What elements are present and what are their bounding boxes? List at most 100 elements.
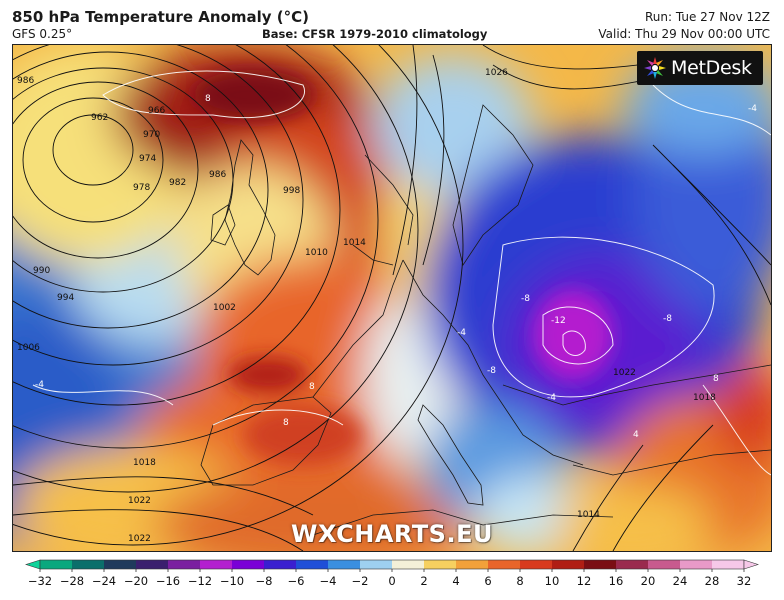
colorbar-segment: [40, 560, 73, 569]
colorbar-tick-label: 24: [673, 574, 688, 588]
chart-title: 850 hPa Temperature Anomaly (°C): [12, 8, 309, 26]
colorbar-segment: [520, 560, 553, 569]
colorbar-segment: [392, 560, 425, 569]
anomaly-label: 4: [633, 430, 639, 440]
isobar-label: 1018: [693, 393, 716, 403]
isobar-label: 994: [57, 293, 74, 303]
colorbar-segment: [264, 560, 297, 569]
isobar-label: 990: [33, 266, 50, 276]
anomaly-contours: [32, 70, 771, 476]
anomaly-label: -8: [521, 294, 530, 304]
isobar-label: 1022: [128, 496, 151, 506]
colorbar-segment: [488, 560, 521, 569]
colorbar-tick-label: −24: [92, 574, 116, 588]
colorbar-segment: [136, 560, 169, 569]
isobar-label: 962: [91, 113, 108, 123]
colorbar-tick-label: 6: [484, 574, 491, 588]
anomaly-cores: [193, 70, 613, 465]
anomaly-label: 8: [713, 374, 719, 384]
coastlines: [200, 104, 771, 536]
run-time-label: Run: Tue 27 Nov 12Z: [645, 10, 770, 24]
anomaly-labels: 8 -4 -4 8 8 -8 -12 -8 -8 -4 -4 8 4: [35, 94, 757, 440]
isobar-label: 998: [283, 186, 300, 196]
colorbar-tick-label: 12: [577, 574, 592, 588]
colorbar-legend: −32 −28 −24 −20 −16 −12 −10 −8 −6 −4 −2 0 2 4 6 8 10 12 16…: [22, 558, 762, 598]
colorbar-segment: [712, 560, 745, 569]
colorbar-tick-label: 20: [641, 574, 656, 588]
isobar-label: 1022: [128, 534, 151, 544]
isobars: [13, 45, 771, 551]
colorbar-segment: [424, 560, 457, 569]
isobar-label: 966: [148, 106, 165, 116]
colorbar-right-arrow: [743, 559, 759, 570]
colorbar-tick-label: −32: [28, 574, 52, 588]
colorbar-segment: [552, 560, 585, 569]
anomaly-label: 8: [309, 382, 315, 392]
colorbar-segments: [25, 559, 759, 570]
watermark: WXCHARTS.EU: [291, 520, 493, 548]
colorbar-tick-label: 16: [609, 574, 624, 588]
colorbar-tick-label: 2: [420, 574, 427, 588]
isobar-label: 986: [17, 76, 34, 86]
colorbar-segment: [584, 560, 617, 569]
isobar-label: 974: [139, 154, 156, 164]
colorbar-tick-label: −12: [188, 574, 212, 588]
colorbar-segment: [680, 560, 713, 569]
colorbar-segment: [232, 560, 265, 569]
colorbar-tick-label: −28: [60, 574, 84, 588]
colorbar-tick-label: −2: [352, 574, 369, 588]
colorbar-left-arrow: [25, 559, 41, 570]
colorbar-tick-label: 10: [545, 574, 560, 588]
anomaly-map: 986 962 966 970 974 978 982 986 998 990 …: [13, 45, 771, 551]
anomaly-label: 8: [283, 418, 289, 428]
anomaly-label: -4: [547, 393, 556, 403]
map-panel: 986 962 966 970 974 978 982 986 998 990 …: [12, 44, 772, 552]
model-label: GFS 0.25°: [12, 27, 73, 41]
anomaly-label: 8: [205, 94, 211, 104]
metdesk-logo: MetDesk: [637, 51, 763, 85]
isobar-label: 1022: [613, 368, 636, 378]
colorbar-segment: [296, 560, 329, 569]
isobar-label: 1018: [133, 458, 156, 468]
anomaly-label: -8: [663, 314, 672, 324]
colorbar-tick-label: 0: [388, 574, 395, 588]
metdesk-logo-icon: [644, 57, 666, 79]
isobar-label: 1014: [343, 238, 366, 248]
metdesk-logo-text: MetDesk: [671, 57, 752, 79]
isobar-label: 982: [169, 178, 186, 188]
anomaly-label: -8: [487, 366, 496, 376]
colorbar-tick-label: −20: [124, 574, 148, 588]
isobar-label: 1006: [17, 343, 40, 353]
anomaly-label: -4: [457, 328, 466, 338]
isobar-label: 1014: [577, 510, 600, 520]
isobar-label: 1026: [485, 68, 508, 78]
colorbar-tick-label: 28: [705, 574, 720, 588]
colorbar-segment: [72, 560, 105, 569]
anomaly-label: -12: [551, 316, 566, 326]
colorbar-segment: [648, 560, 681, 569]
isobar-label: 1010: [305, 248, 328, 258]
colorbar-tick-label: −8: [256, 574, 273, 588]
colorbar-ticks: −32 −28 −24 −20 −16 −12 −10 −8 −6 −4 −2 0 2 4 6 8 10 12 16…: [28, 569, 751, 588]
anomaly-label: -4: [35, 380, 44, 390]
colorbar-segment: [168, 560, 201, 569]
colorbar-tick-label: −16: [156, 574, 180, 588]
isobar-label: 978: [133, 183, 150, 193]
colorbar-segment: [456, 560, 489, 569]
colorbar-tick-label: 8: [516, 574, 523, 588]
colorbar-segment: [616, 560, 649, 569]
isobar-label: 970: [143, 130, 160, 140]
base-climatology-label: Base: CFSR 1979-2010 climatology: [262, 27, 488, 41]
colorbar-tick-label: −10: [220, 574, 244, 588]
colorbar-segment: [328, 560, 361, 569]
isobar-label: 1002: [213, 303, 236, 313]
colorbar-tick-label: 4: [452, 574, 459, 588]
valid-time-label: Valid: Thu 29 Nov 00:00 UTC: [598, 27, 770, 41]
colorbar-segment: [200, 560, 233, 569]
colorbar-tick-label: −6: [288, 574, 305, 588]
colorbar-segment: [104, 560, 137, 569]
anomaly-label: -4: [748, 104, 757, 114]
isobar-labels: 986 962 966 970 974 978 982 986 998 990 …: [17, 68, 716, 544]
colorbar-segment: [360, 560, 393, 569]
colorbar-svg: −32 −28 −24 −20 −16 −12 −10 −8 −6 −4 −2 0 2 4 6 8 10 12 16…: [25, 559, 759, 588]
